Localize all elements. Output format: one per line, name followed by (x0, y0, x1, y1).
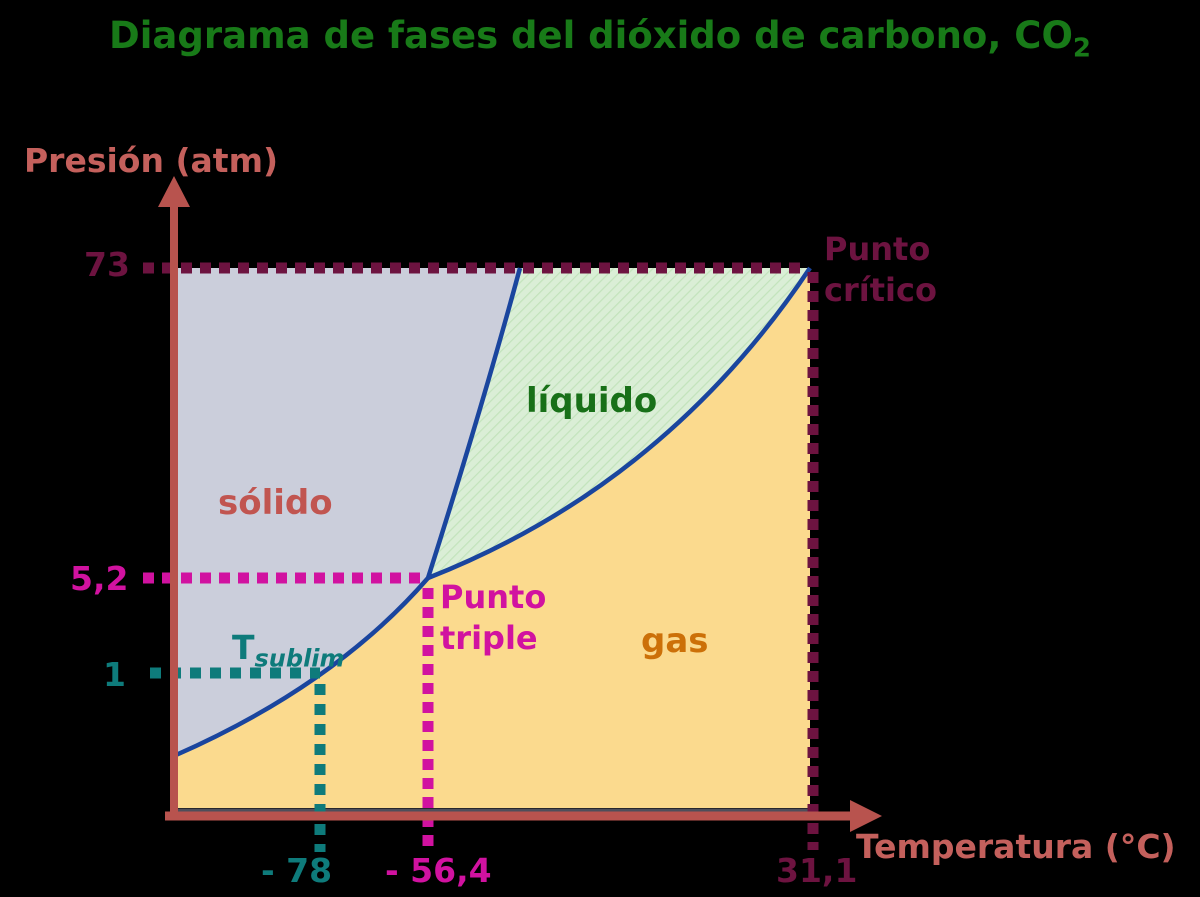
triple-point-label-line2: triple (440, 619, 538, 657)
triple-point-label-line1: Punto (440, 578, 547, 616)
x-axis-arrowhead (850, 800, 882, 832)
solid-region (176, 268, 520, 755)
x-tick-critical-temperature: 31,1 (776, 851, 858, 890)
triple-point-label: Punto triple (440, 577, 546, 659)
chart-title: Diagrama de fases del dióxido de carbono… (0, 14, 1200, 63)
y-axis-title: Presión (atm) (24, 141, 279, 180)
x-tick-sublim-temperature: - 78 (261, 851, 333, 890)
y-axis-arrowhead (158, 176, 190, 207)
x-tick-triple-temperature: - 56,4 (385, 851, 492, 890)
x-axis-title: Temperatura (°C) (856, 827, 1176, 866)
vaporization-curve (427, 266, 812, 581)
fusion-curve (425, 267, 523, 579)
critical-point-label: Punto crítico (824, 229, 937, 311)
chart-title-text: Diagrama de fases del dióxido de carbono… (109, 14, 1073, 57)
y-tick-critical-pressure: 73 (84, 245, 130, 284)
solid-region-label: sólido (218, 483, 333, 523)
t-sublim-label: Tsublim (232, 628, 345, 673)
liquid-region-label: líquido (526, 381, 658, 421)
y-tick-triple-pressure: 5,2 (70, 559, 129, 598)
y-tick-one-atm: 1 (103, 655, 126, 694)
t-sublim-subscript: sublim (254, 644, 345, 673)
critical-point-label-line2: crítico (824, 271, 937, 309)
t-sublim-symbol: T (232, 628, 255, 667)
critical-point-label-line1: Punto (824, 230, 931, 268)
liquid-region (428, 268, 810, 578)
gas-region-label: gas (641, 621, 709, 661)
chart-title-subscript: 2 (1072, 33, 1091, 64)
